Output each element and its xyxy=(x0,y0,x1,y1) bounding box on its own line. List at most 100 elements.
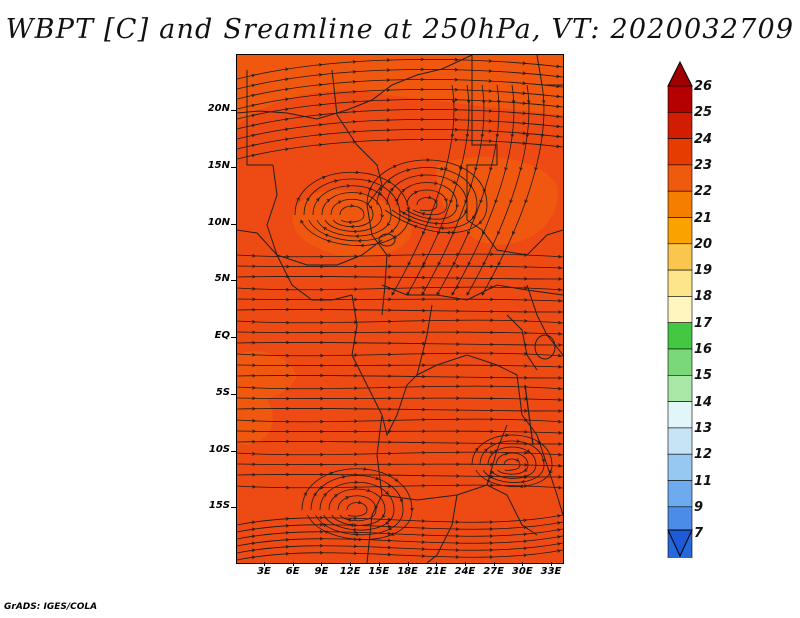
streamline-arrow xyxy=(388,341,392,345)
streamline-arrow xyxy=(421,533,426,537)
streamline-arrow xyxy=(407,261,411,266)
streamline xyxy=(237,430,563,434)
streamline-arrow xyxy=(422,396,426,400)
streamline-arrow xyxy=(320,353,324,358)
streamline-arrow xyxy=(489,527,494,531)
colorbar-swatch xyxy=(667,138,693,166)
streamline xyxy=(294,171,410,246)
streamline-arrow xyxy=(251,555,256,560)
streamline-arrow xyxy=(558,409,562,413)
streamline-arrow xyxy=(523,553,528,558)
streamline-arrow xyxy=(495,133,500,138)
chart-title: WBPT [C] and Sreamline at 250hPa, VT: 20… xyxy=(5,14,795,45)
streamline-arrow xyxy=(422,285,426,290)
streamline-arrow xyxy=(285,67,289,72)
streamline-arrow xyxy=(359,191,363,195)
streamline-arrow xyxy=(444,198,448,203)
streamline-arrow xyxy=(490,429,494,434)
streamline-arrow xyxy=(252,386,256,390)
streamline-arrow xyxy=(252,373,256,378)
country-boundary xyxy=(466,55,563,256)
streamline-arrow xyxy=(285,524,290,528)
streamline-arrow xyxy=(352,229,357,234)
streamline-arrow xyxy=(489,541,494,545)
streamline-arrow xyxy=(511,100,516,104)
lat-tick-label: 10N xyxy=(207,217,230,228)
streamline-arrow xyxy=(526,449,531,453)
streamline-arrow xyxy=(387,526,392,531)
streamline-arrow xyxy=(320,406,324,411)
streamline-arrow xyxy=(488,89,493,93)
streamline-arrow xyxy=(488,119,493,123)
streamline-arrow xyxy=(251,93,256,98)
streamline-arrow xyxy=(323,226,327,231)
streamline-arrow xyxy=(387,524,392,529)
country-boundary xyxy=(381,284,563,301)
streamline-arrow xyxy=(490,441,494,446)
streamline-arrow xyxy=(347,518,352,523)
streamline-arrow xyxy=(318,63,323,67)
streamline-arrow xyxy=(488,475,492,479)
streamline-arrow xyxy=(252,485,256,489)
colorbar-swatches xyxy=(667,85,693,558)
streamline-arrow xyxy=(456,252,460,257)
streamline-arrow xyxy=(252,419,256,423)
streamline-arrow xyxy=(334,179,338,183)
streamline xyxy=(321,192,383,232)
colorbar-tick-label: 22 xyxy=(694,184,713,200)
streamline-arrow xyxy=(496,100,501,104)
streamline-arrow xyxy=(420,87,425,92)
streamline-arrow xyxy=(456,474,460,478)
streamline-arrow xyxy=(454,57,459,62)
streamline-arrow xyxy=(420,137,425,142)
lat-tick-mark xyxy=(231,224,236,225)
streamline xyxy=(391,84,455,296)
streamline-arrow xyxy=(354,287,358,291)
streamline-arrow xyxy=(557,528,561,532)
colorbar-tick-label: 20 xyxy=(694,236,713,252)
streamline-arrow xyxy=(490,408,494,413)
streamline-arrow xyxy=(252,320,256,324)
streamline-arrow xyxy=(349,523,354,527)
streamline-arrow xyxy=(388,308,392,312)
streamline-arrow xyxy=(451,291,455,296)
streamline xyxy=(481,84,545,296)
lon-tick-mark xyxy=(321,562,323,566)
streamline-arrow xyxy=(482,261,486,266)
streamline-arrow xyxy=(388,396,392,401)
lat-tick-mark xyxy=(231,280,236,281)
streamline-arrow xyxy=(451,100,456,104)
streamline-arrow xyxy=(489,534,494,538)
streamline xyxy=(466,84,530,296)
streamline-arrow xyxy=(410,507,414,512)
streamline-arrow xyxy=(387,538,392,543)
streamline-arrow xyxy=(422,429,426,433)
streamline-arrow xyxy=(252,439,256,444)
streamline-arrow xyxy=(353,516,358,521)
streamline-arrow xyxy=(420,67,425,72)
streamline-arrow xyxy=(252,287,256,291)
country-boundary xyxy=(416,354,523,416)
streamline xyxy=(346,502,368,517)
colorbar-swatch xyxy=(667,296,693,323)
streamline-arrow xyxy=(318,113,323,117)
streamline-arrow xyxy=(413,224,418,229)
streamline-arrow xyxy=(519,167,523,171)
streamline-arrow xyxy=(354,307,358,312)
streamline-arrow xyxy=(380,214,385,219)
lat-tick-label: 15S xyxy=(208,500,230,511)
lon-tick-label: 33E xyxy=(540,566,562,577)
streamline-arrow xyxy=(557,320,562,325)
colorbar-tick-label: 14 xyxy=(694,394,713,410)
streamline-arrow xyxy=(306,197,310,201)
streamline xyxy=(237,441,563,445)
lon-tick-label: 24E xyxy=(454,566,476,577)
streamline-arrow xyxy=(522,91,527,95)
streamline-arrow xyxy=(388,451,392,456)
streamline-arrow xyxy=(388,462,392,467)
lon-tick-mark xyxy=(522,562,524,566)
streamline-arrow xyxy=(388,440,392,444)
streamline-arrow xyxy=(467,261,471,266)
streamline-arrow xyxy=(251,527,256,532)
lon-tick-mark xyxy=(493,562,495,566)
